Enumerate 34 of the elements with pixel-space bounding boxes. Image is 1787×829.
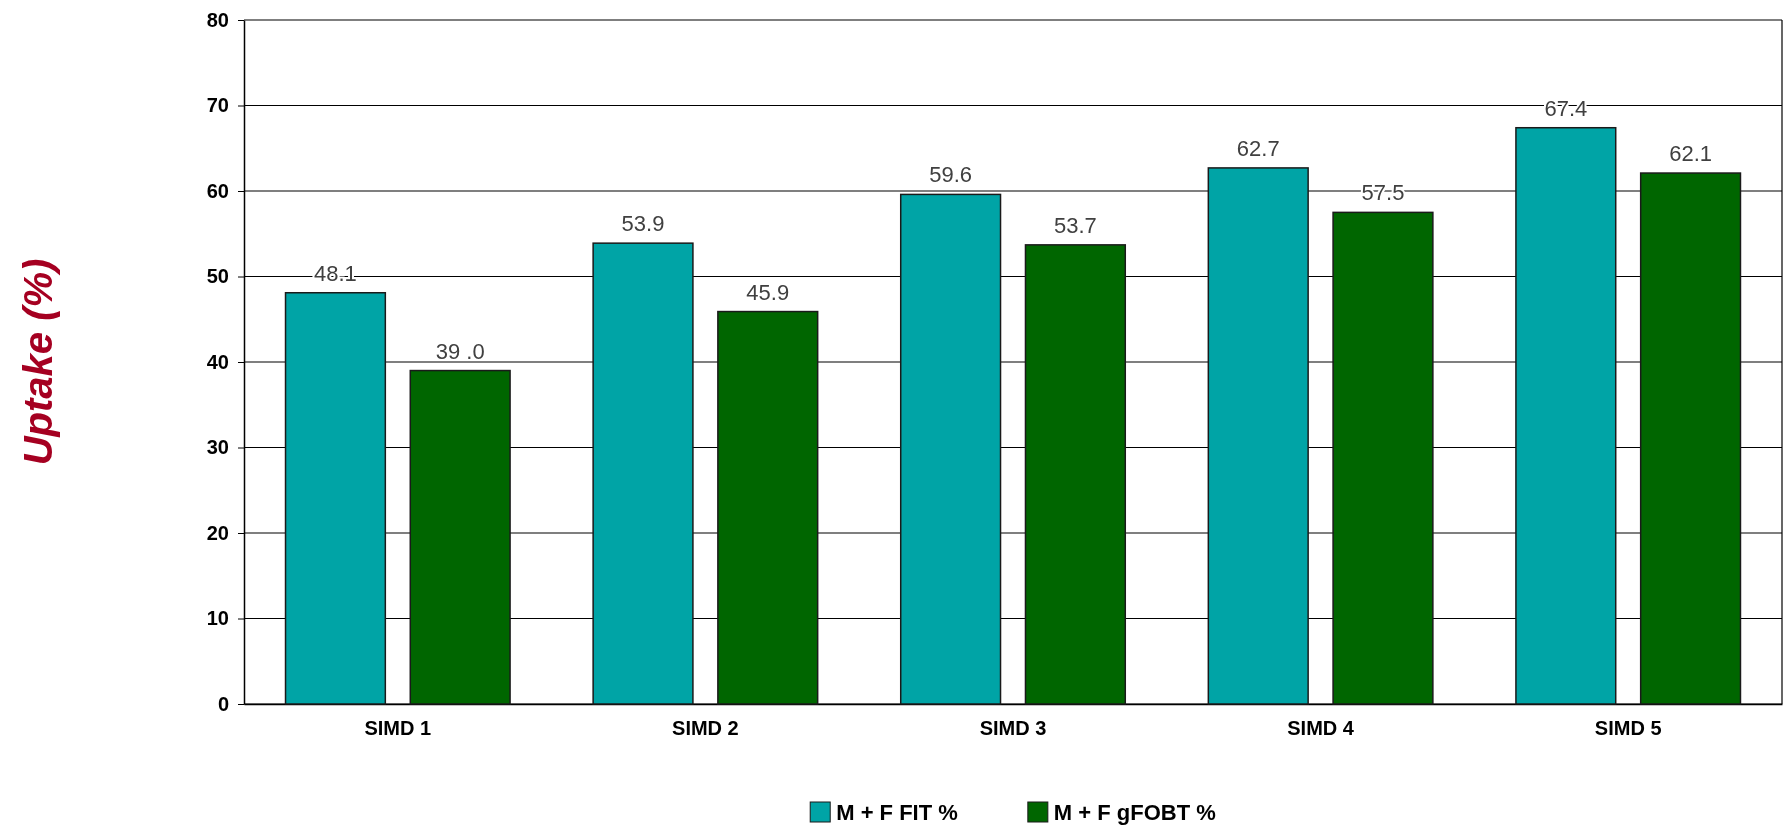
data-label: 53.7: [1053, 212, 1097, 238]
bar: [1207, 167, 1309, 705]
bar: [409, 369, 511, 705]
data-label: 59.6: [929, 162, 973, 188]
data-label: 53.9: [621, 211, 665, 237]
x-tick-label: SIMD 1: [364, 717, 432, 739]
y-tick-label: 80: [206, 8, 229, 31]
bar: [899, 193, 1002, 705]
bar: [1024, 244, 1127, 705]
y-tick-label: 20: [206, 521, 229, 544]
data-label: 62.7: [1236, 135, 1280, 161]
x-tick-label: SIMD 5: [1594, 717, 1662, 739]
bar: [1639, 172, 1742, 705]
y-tick-label: 70: [206, 94, 229, 117]
bar: [284, 292, 387, 705]
y-tick-label: 30: [206, 436, 229, 459]
y-tick-label: 50: [206, 265, 229, 288]
y-tick-label: 0: [217, 692, 229, 715]
y-tick-label: 60: [206, 179, 229, 202]
x-tick-label: SIMD 2: [672, 717, 739, 739]
x-tick-label: SIMD 3: [979, 717, 1047, 739]
y-tick-label: 40: [206, 350, 229, 373]
data-label: 62.1: [1669, 141, 1712, 167]
bar: [1515, 126, 1617, 705]
data-label: 39 .0: [435, 338, 485, 364]
data-label: 45.9: [746, 279, 790, 305]
legend-label: M + F FIT %: [836, 800, 958, 825]
bar: [717, 310, 819, 705]
legend-label: M + F gFOBT %: [1053, 800, 1216, 825]
y-axis-title: Uptake (%): [16, 258, 60, 466]
y-tick-label: 10: [206, 607, 229, 630]
x-tick-label: SIMD 4: [1287, 717, 1355, 739]
bar: [592, 242, 694, 705]
bar: [1332, 211, 1434, 705]
